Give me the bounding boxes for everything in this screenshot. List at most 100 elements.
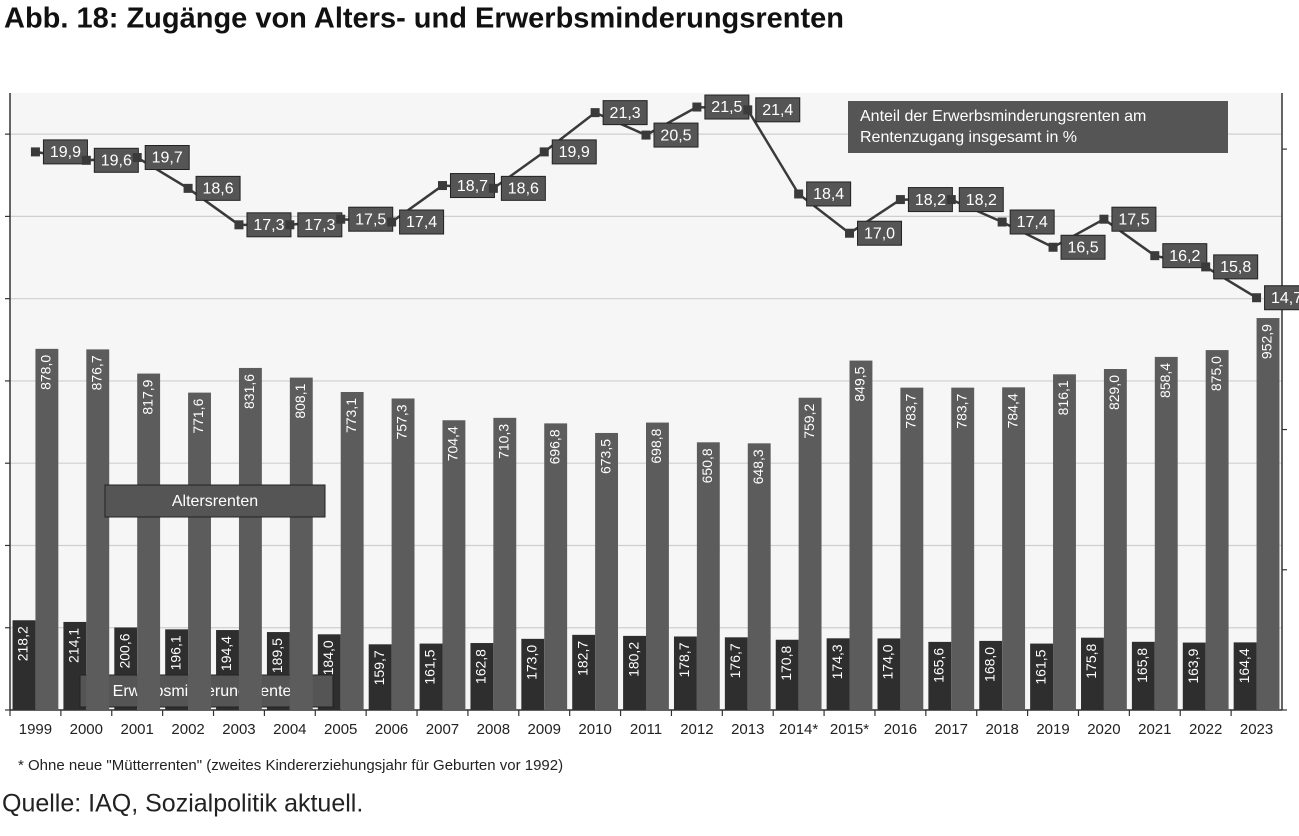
bar [1081,637,1104,710]
bar [1030,643,1054,710]
x-tick-label: 2015* [830,721,869,738]
line-marker [285,220,295,230]
bar-value-label: 952,9 [1259,324,1275,359]
bar-value-label: 182,7 [574,641,590,676]
bar [775,639,799,710]
line-marker [845,228,855,238]
bar-value-label: 858,4 [1157,363,1173,398]
line-marker [794,189,804,199]
bar [849,360,873,710]
line-marker [895,195,905,205]
bar-value-label: 710,3 [496,424,512,459]
line-value-label: 16,5 [1067,239,1098,256]
bar-value-label: 168,0 [981,647,997,682]
bar-value-label: 189,5 [269,638,285,673]
line-marker [1099,214,1109,224]
bar [470,643,494,710]
bar [391,398,415,710]
line-value-label: 18,4 [813,186,844,203]
line-label-box [704,94,750,120]
bar [623,635,646,710]
x-tick-label: 2005 [324,721,357,738]
line-value-label: 17,0 [864,225,895,242]
bar [137,373,161,710]
line-value-label: 18,2 [966,192,997,209]
bar [1182,642,1206,710]
bar [238,367,262,710]
line-marker [946,195,956,205]
line-label-box [1009,209,1055,235]
line-marker [387,217,397,227]
line-label-box [1264,285,1299,311]
x-tick-label: 2001 [121,721,154,738]
line-marker [234,220,244,230]
bar [724,637,748,710]
line-value-label: 17,5 [355,211,386,228]
bar [1205,350,1229,710]
bar-value-label: 771,6 [190,398,206,433]
bar [35,348,59,710]
bar-value-label: 650,8 [699,448,715,483]
bar-value-label: 218,2 [15,626,31,661]
x-tick-label: 2014* [779,721,818,738]
bar-value-label: 817,9 [139,379,155,414]
bar-value-label: 173,0 [523,645,539,680]
line-value-label: 21,3 [610,105,641,122]
line-label-box [1213,254,1259,280]
line-label-box [907,187,953,213]
bar [1154,356,1178,710]
line-value-label: 19,9 [559,144,590,161]
line-marker [30,147,40,157]
line-value-label: 19,7 [152,150,183,167]
bar-value-label: 849,5 [852,366,868,401]
line-marker [1252,293,1262,303]
bar [521,638,545,710]
bar-value-label: 214,1 [66,628,82,663]
line-value-label: 17,3 [304,217,335,234]
bar [1053,374,1076,710]
bar-value-label: 698,8 [648,428,664,463]
x-tick-label: 2002 [171,721,204,738]
bar [1002,387,1026,710]
x-tick-label: 2021 [1138,721,1171,738]
bar-value-label: 773,1 [343,398,359,433]
bar [747,443,771,710]
bar [928,641,952,710]
line-value-label: 18,6 [508,181,539,198]
line-marker [1201,262,1211,272]
bar-value-label: 757,3 [394,404,410,439]
x-tick-label: 2022 [1189,721,1222,738]
line-label-box [399,209,445,235]
line-label-box [93,147,139,173]
line-label-box [857,220,903,246]
bar-value-label: 200,6 [116,633,132,668]
line-label-box [551,139,597,165]
source: Quelle: IAQ, Sozialpolitik aktuell. [2,790,363,818]
x-tick-label: 2017 [935,721,968,738]
line-value-label: 20,5 [660,127,691,144]
bar [544,423,568,710]
line-value-label: 14,7 [1271,290,1299,307]
line-value-label: 19,9 [50,144,81,161]
bar [646,422,669,710]
bar-value-label: 175,8 [1083,643,1099,678]
line-label-box [653,122,699,148]
bar-value-label: 180,2 [625,642,641,677]
bar-value-label: 808,1 [292,383,308,418]
x-tick-label: 2012 [680,721,713,738]
line-value-label: 17,4 [406,214,437,231]
x-tick-label: 2004 [273,721,306,738]
bar [12,620,36,710]
bar-value-label: 164,4 [1236,648,1252,683]
bar [86,349,110,710]
legend-label: Altersrenten [172,493,258,510]
x-tick-label: 2011 [630,721,662,738]
line-value-label: 21,4 [762,102,793,119]
line-marker [488,183,498,193]
bar-value-label: 783,7 [903,393,919,428]
bar-value-label: 165,6 [931,648,947,683]
bar [798,397,822,710]
bar-value-label: 178,7 [676,642,692,677]
line-value-label: 17,5 [1118,211,1149,228]
